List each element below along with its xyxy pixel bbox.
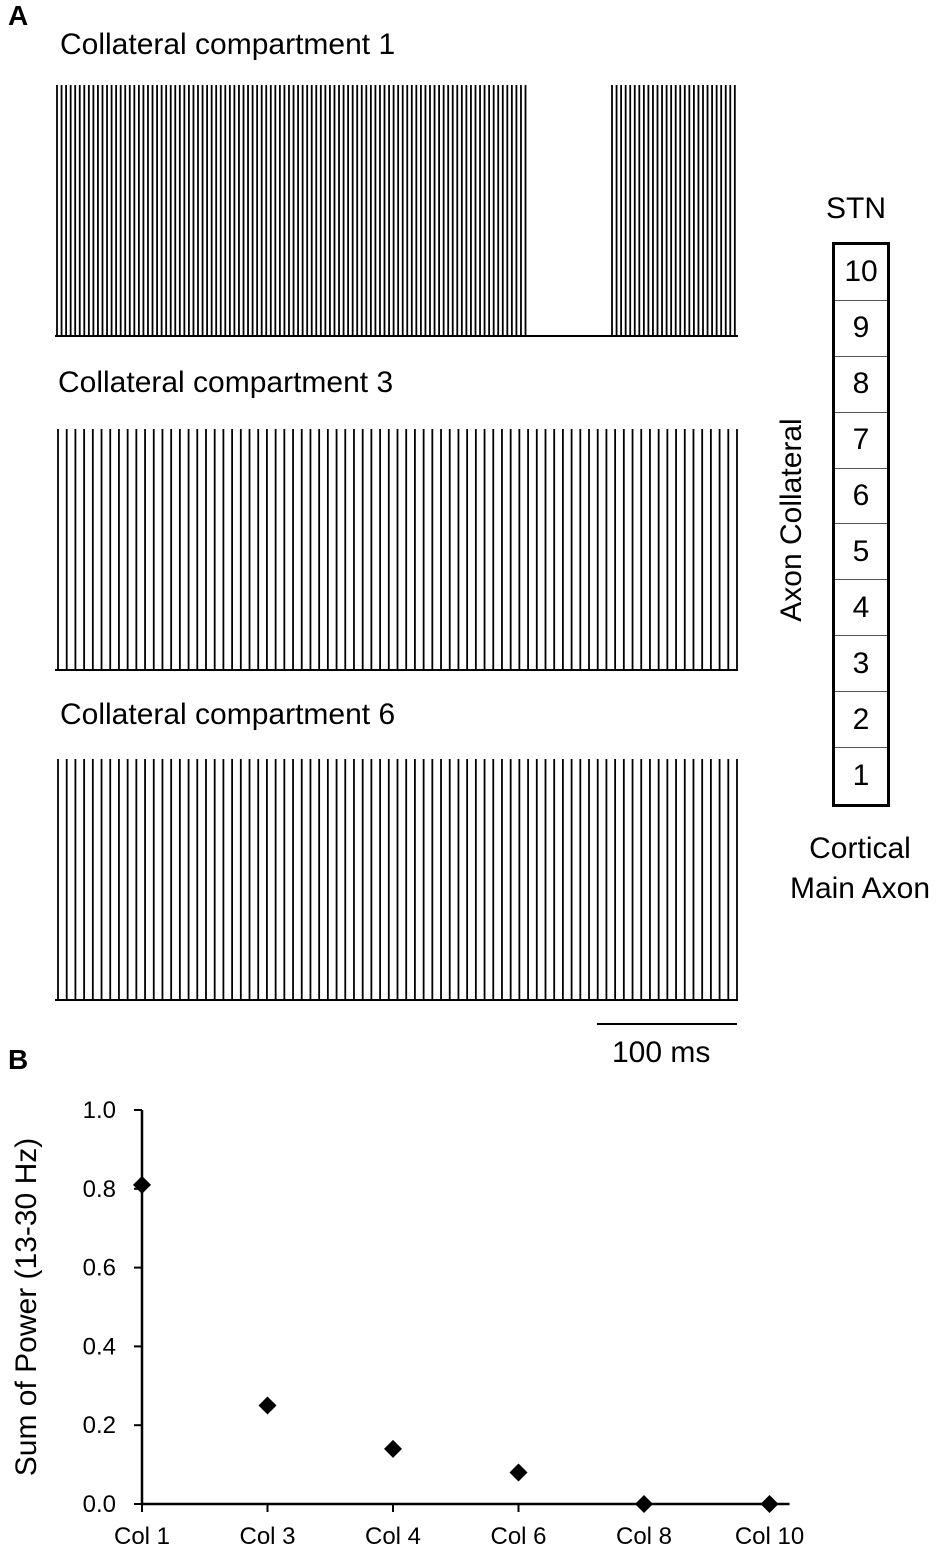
cortical-label: Cortical (809, 832, 911, 865)
y-tick-label: 0.4 (83, 1333, 116, 1360)
compartment-diagram: 10 9 8 7 6 5 4 3 2 1 (832, 242, 890, 807)
compartment-cell: 4 (835, 580, 887, 637)
y-tick-label: 0.6 (83, 1255, 116, 1282)
data-point (133, 1175, 151, 1194)
y-tick-label: 0.8 (83, 1176, 116, 1203)
compartment-cell: 10 (835, 245, 887, 301)
compartment-cell: 1 (852, 758, 870, 792)
panel-b-letter: B (8, 1044, 29, 1075)
data-point (258, 1396, 277, 1415)
compartment-cell: 5 (835, 524, 887, 581)
x-tick-label: Col 1 (114, 1523, 170, 1550)
axon-collateral-label: Axon Collateral (775, 418, 808, 622)
compartment-cell: 8 (835, 357, 887, 413)
panel-a-letter: A (8, 0, 29, 31)
trace-title-3: Collateral compartment 3 (58, 366, 394, 399)
spike-trace-compartment-1 (55, 85, 738, 337)
compartment-cell: 9 (835, 301, 887, 357)
main-axon-label: Main Axon (789, 872, 931, 905)
spike-trace-compartment-3 (55, 429, 738, 671)
scale-bar (597, 1023, 737, 1025)
x-tick-label: Col 4 (365, 1523, 421, 1550)
x-tick-label: Col 8 (616, 1523, 672, 1550)
x-tick-label: Col 10 (735, 1523, 804, 1550)
spike-trace-compartment-6 (55, 759, 738, 1001)
compartment-cell: 7 (835, 413, 887, 469)
y-axis-label: Sum of Power (13-30 Hz) (10, 1138, 43, 1476)
stn-label: STN (826, 192, 886, 225)
data-point (635, 1495, 653, 1513)
trace-title-6: Collateral compartment 6 (60, 698, 396, 731)
compartment-cell: 2 (835, 692, 887, 749)
x-tick-label: Col 3 (239, 1523, 295, 1550)
x-tick-label: Col 6 (490, 1523, 546, 1550)
power-scatter-chart: 0.0 0.2 0.4 0.6 0.8 1.0 Col 1 Col 3 Col 4 Col 6 Co… (10, 1097, 804, 1550)
scale-bar-label: 100 ms (612, 1036, 711, 1069)
data-point (760, 1495, 779, 1513)
data-point (509, 1463, 528, 1482)
y-tick-label: 0.2 (83, 1412, 116, 1439)
data-point (384, 1439, 402, 1458)
trace-title-1: Collateral compartment 1 (60, 28, 396, 61)
y-tick-label: 1.0 (83, 1097, 116, 1124)
y-tick-label: 0.0 (83, 1491, 116, 1518)
compartment-cell: 6 (835, 469, 887, 525)
compartment-cell: 3 (835, 636, 887, 693)
